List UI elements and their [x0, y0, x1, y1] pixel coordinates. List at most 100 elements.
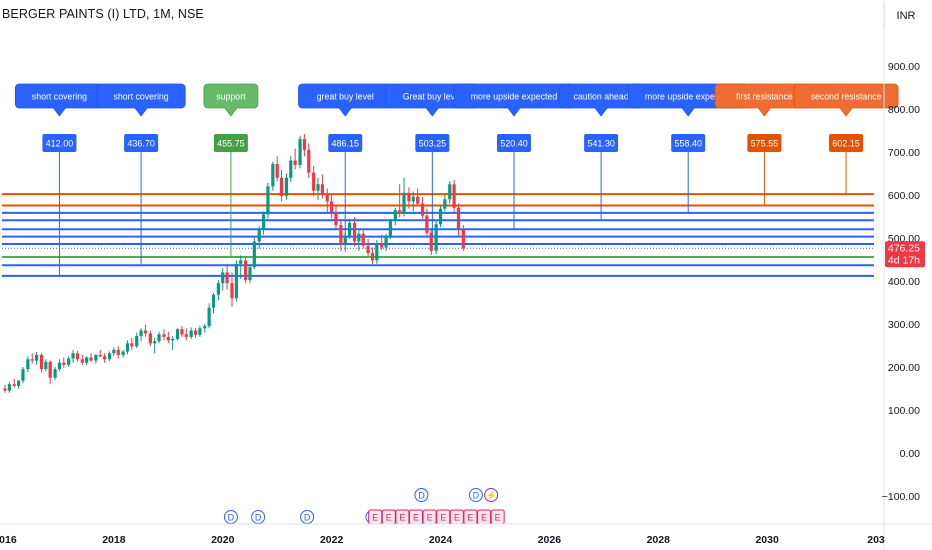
- callout-note: second resistance: [811, 92, 882, 102]
- candle-body: [48, 361, 52, 378]
- candle-body: [107, 353, 112, 360]
- candle-body: [80, 359, 84, 363]
- candle-body: [452, 184, 456, 208]
- callout-note: short covering: [113, 92, 168, 102]
- level-value-box: [415, 134, 450, 152]
- time-tick-label: 2018: [102, 534, 126, 546]
- candle-body: [193, 330, 198, 335]
- callout-bubble: [96, 83, 186, 117]
- candle-body: [275, 164, 279, 178]
- candle-body: [216, 283, 220, 295]
- candle-body: [330, 201, 334, 213]
- level-value-label: 558.40: [674, 139, 702, 149]
- candle-body: [443, 199, 447, 209]
- candle-body: [57, 362, 62, 370]
- candle-body: [112, 349, 116, 354]
- level-value-box: [747, 134, 782, 152]
- time-tick-label: 2016: [0, 534, 17, 546]
- candle-body: [157, 334, 161, 342]
- price-axis[interactable]: 900.00800.00700.00600.00500.00400.00300.…: [882, 61, 920, 503]
- candles: [3, 133, 465, 393]
- countdown-label: 4d 17h: [888, 255, 920, 267]
- earnings-letter: E: [399, 513, 405, 523]
- candle-body: [225, 272, 229, 284]
- candle-body: [357, 233, 361, 242]
- price-tick-label: 100.00: [888, 405, 920, 417]
- candle-body: [171, 339, 175, 341]
- earnings-letter: E: [454, 513, 460, 523]
- level-value-label: 436.70: [127, 139, 155, 149]
- level-value-box: [829, 134, 864, 152]
- candle-body: [266, 186, 270, 215]
- price-tick-label: 200.00: [888, 362, 920, 374]
- level-callouts: short covering 412.00 short covering 436.70…: [14, 83, 899, 276]
- candle-body: [302, 139, 307, 150]
- candle-body: [30, 359, 34, 361]
- candle-body: [448, 184, 452, 200]
- level-value-label: 575.55: [751, 139, 779, 149]
- candle-body: [248, 267, 252, 281]
- time-tick-label: 2028: [647, 534, 671, 546]
- candle-body: [252, 241, 256, 268]
- candle-body: [148, 333, 152, 344]
- candle-body: [361, 233, 365, 246]
- candle-body: [434, 224, 438, 251]
- candle-body: [429, 232, 433, 251]
- last-price-label: 476.25: [888, 243, 920, 255]
- candle-body: [125, 343, 130, 352]
- callout-note: support: [216, 92, 246, 102]
- candle-body: [284, 177, 289, 196]
- level-value-box: [671, 134, 706, 152]
- dividend-marker: [414, 488, 429, 502]
- candle-body: [261, 214, 266, 230]
- level-value-box: [496, 134, 531, 152]
- earnings-letter: E: [386, 513, 392, 523]
- price-tick-label: 600.00: [888, 190, 920, 202]
- candle-body: [175, 329, 180, 340]
- candle-body: [384, 235, 388, 248]
- earnings-letter: E: [481, 513, 487, 523]
- symbol-title: BERGER PAINTS (I) LTD, 1M, NSE: [2, 7, 204, 21]
- candle-body: [375, 243, 379, 261]
- candle-body: [398, 210, 402, 214]
- split-icon: ⚡: [486, 490, 497, 502]
- earnings-letter: E: [372, 513, 378, 523]
- candle-body: [203, 326, 207, 329]
- candle-body: [334, 212, 338, 226]
- candle-body: [67, 358, 71, 365]
- candle-body: [244, 260, 248, 281]
- candle-body: [62, 362, 66, 365]
- candle-body: [89, 357, 93, 361]
- candle-body: [380, 243, 384, 248]
- candle-body: [298, 139, 302, 165]
- callout-note: short covering: [32, 92, 87, 102]
- level-value-box: [124, 134, 159, 152]
- candle-body: [85, 357, 89, 363]
- candle-body: [3, 388, 7, 391]
- price-tick-label: 0.00: [900, 448, 921, 460]
- callout-note: more upside expected: [471, 92, 558, 102]
- candle-body: [130, 343, 134, 347]
- dividend-letter: D: [255, 513, 262, 523]
- candle-body: [21, 369, 25, 381]
- earnings-letter: E: [440, 513, 446, 523]
- time-axis[interactable]: 2016 2018 2020 2022 2024 2026 2028 2030 203: [0, 534, 885, 546]
- candle-body: [94, 354, 98, 361]
- candle-body: [325, 195, 329, 202]
- candle-body: [7, 384, 11, 391]
- candle-body: [135, 336, 139, 347]
- candle-body: [407, 192, 411, 202]
- price-badge-bg: [885, 241, 925, 268]
- candle-body: [162, 334, 166, 337]
- candle-body: [153, 341, 157, 344]
- time-tick-label: 2020: [211, 534, 235, 546]
- candle-body: [339, 225, 343, 245]
- callout-bubble: [793, 83, 899, 117]
- level-value-label: 455.75: [217, 139, 245, 149]
- candle-body: [103, 356, 107, 360]
- price-tick-label: 900.00: [888, 61, 920, 73]
- time-tick-label: 203: [867, 534, 885, 546]
- candle-body: [366, 245, 370, 254]
